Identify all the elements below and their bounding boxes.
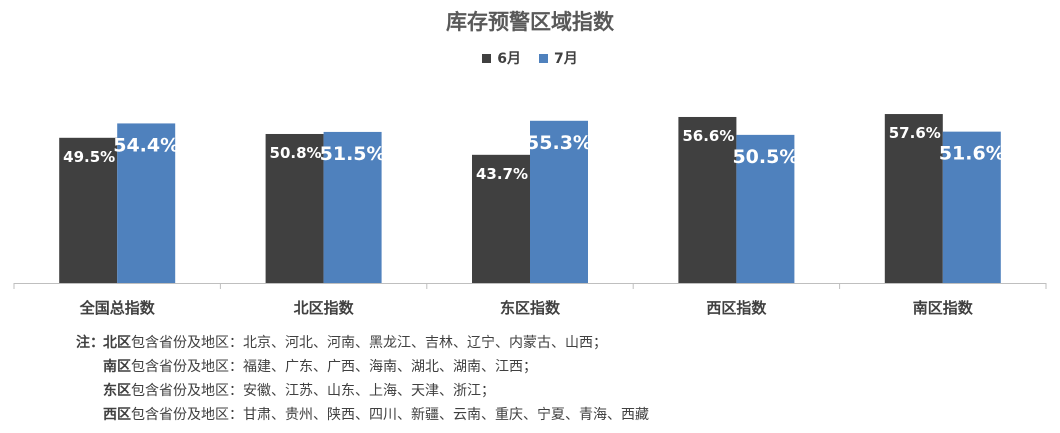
note-north: 注：北区包含省份及地区：北京、河北、河南、黑龙江、吉林、辽宁、内蒙古、山西； bbox=[76, 331, 649, 355]
legend-label-june: 6月 bbox=[497, 51, 521, 67]
category-label-2: 东区指数 bbox=[500, 299, 561, 317]
data-label-june-3: 56.6% bbox=[682, 127, 734, 145]
bar-chart: 49.5%54.4% 全国总指数 50.8%51.5% 北区指数 43.7% 55.3% 东… bbox=[13, 114, 1047, 317]
bar-june-2 bbox=[472, 154, 530, 283]
legend-swatch-june bbox=[482, 53, 492, 63]
note-prefix: 注： bbox=[76, 335, 104, 351]
note-text: 包含省份及地区：北京、河北、河南、黑龙江、吉林、辽宁、内蒙古、山西； bbox=[131, 335, 607, 351]
bar-july-4 bbox=[942, 131, 1001, 283]
bar-july-0 bbox=[117, 123, 176, 283]
data-label-june-1: 50.8% bbox=[270, 144, 322, 162]
note-east: 东区包含省份及地区：安徽、江苏、山东、上海、天津、浙江； bbox=[76, 379, 649, 403]
bar-july-2 bbox=[530, 120, 588, 283]
category-label-1: 北区指数 bbox=[294, 299, 355, 317]
legend-item-july: 7月 bbox=[539, 48, 578, 68]
note-region: 南区 bbox=[103, 359, 131, 375]
category-label-4: 南区指数 bbox=[913, 299, 974, 317]
note-text: 包含省份及地区：福建、广东、广西、海南、湖北、湖南、江西； bbox=[131, 359, 537, 375]
legend-label-july: 7月 bbox=[554, 51, 578, 67]
note-text: 包含省份及地区：安徽、江苏、山东、上海、天津、浙江； bbox=[131, 383, 495, 399]
note-region: 西区 bbox=[103, 407, 131, 423]
note-text: 包含省份及地区：甘肃、贵州、陕西、四川、新疆、云南、重庆、宁夏、青海、西藏 bbox=[131, 407, 649, 423]
data-label-july-2: 55.3% bbox=[526, 132, 592, 154]
data-label-july-3: 50.5% bbox=[732, 146, 798, 168]
note-region: 东区 bbox=[103, 383, 131, 399]
legend-item-june: 6月 bbox=[482, 48, 521, 68]
data-label-july-4: 51.6% bbox=[939, 143, 1005, 165]
data-label-june-4: 57.6% bbox=[889, 124, 941, 142]
chart-title: 库存预警区域指数 bbox=[446, 10, 614, 34]
data-label-july-0: 54.4% bbox=[113, 134, 179, 156]
bar-june-3 bbox=[678, 116, 737, 284]
bar-june-1 bbox=[265, 133, 324, 283]
legend-swatch-july bbox=[539, 53, 548, 63]
bar-june-4 bbox=[884, 114, 943, 283]
legend: 6月 7月 bbox=[0, 48, 1060, 68]
note-west: 西区包含省份及地区：甘肃、贵州、陕西、四川、新疆、云南、重庆、宁夏、青海、西藏 bbox=[76, 403, 649, 427]
category-label-3: 西区指数 bbox=[706, 299, 767, 317]
bar-july-1 bbox=[323, 131, 382, 283]
note-region: 北区 bbox=[103, 335, 131, 351]
data-label-june-0: 49.5% bbox=[63, 148, 115, 166]
category-label-0: 全国总指数 bbox=[79, 299, 156, 317]
data-label-july-1: 51.5% bbox=[320, 143, 386, 165]
data-label-june-2: 43.7% bbox=[476, 165, 528, 183]
bar-june-0 bbox=[59, 137, 118, 283]
bar-july-3 bbox=[736, 134, 795, 283]
note-south: 南区包含省份及地区：福建、广东、广西、海南、湖北、湖南、江西； bbox=[76, 355, 649, 379]
footnotes: 注：北区包含省份及地区：北京、河北、河南、黑龙江、吉林、辽宁、内蒙古、山西； 南… bbox=[76, 331, 649, 427]
